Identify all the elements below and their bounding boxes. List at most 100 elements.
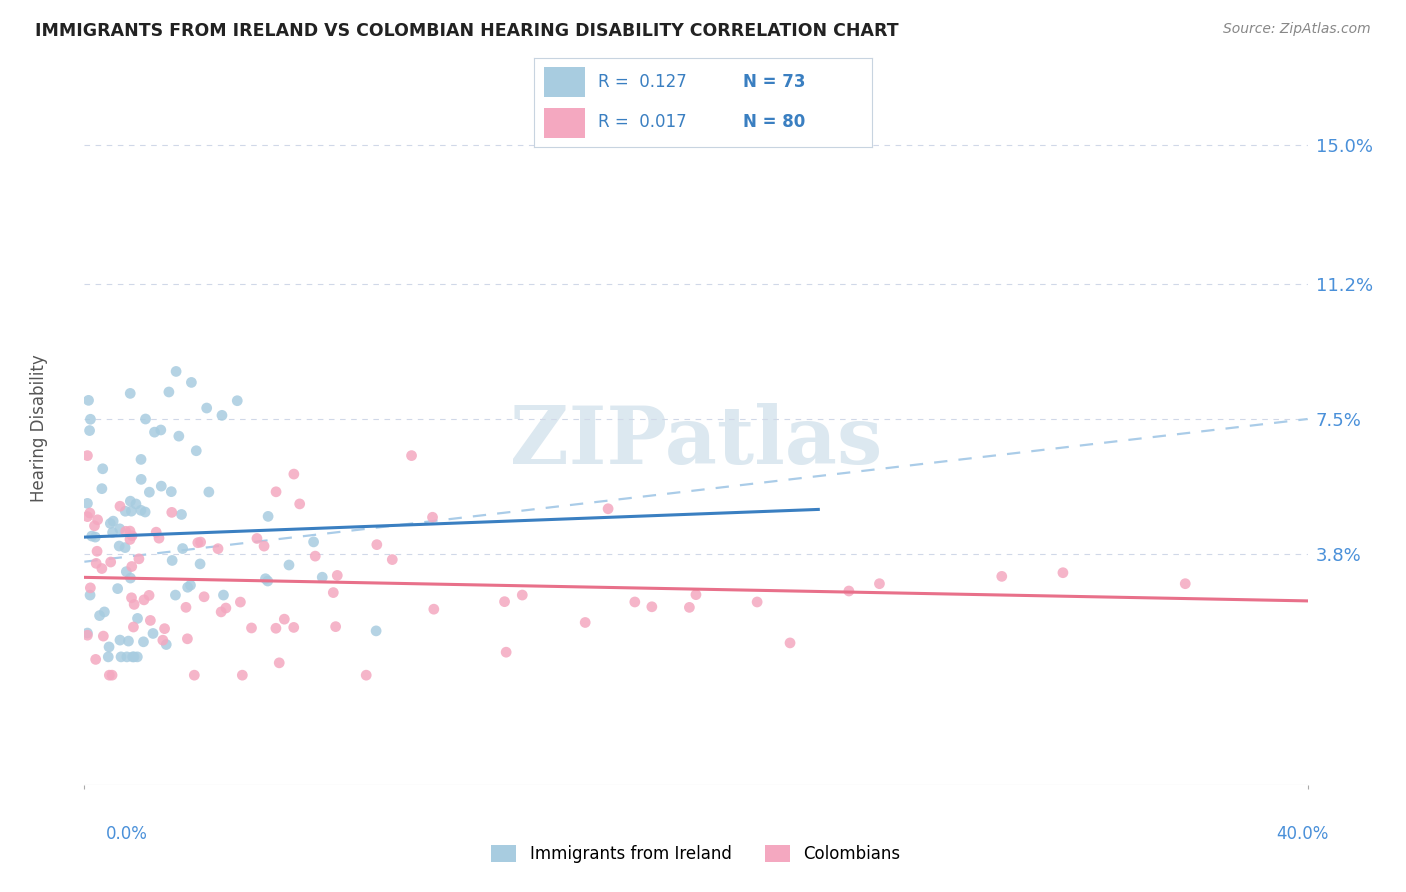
Point xyxy=(121,591,143,605)
Point xyxy=(79,581,101,595)
Point xyxy=(510,588,533,602)
Point xyxy=(264,621,287,635)
Point xyxy=(207,541,229,556)
Point xyxy=(150,479,173,493)
Point xyxy=(190,535,212,549)
Point xyxy=(129,472,152,486)
Point xyxy=(495,645,517,659)
Point xyxy=(93,605,115,619)
Point xyxy=(152,633,174,648)
Point xyxy=(129,452,152,467)
Point xyxy=(381,552,404,566)
Point xyxy=(139,614,162,628)
Point xyxy=(101,525,124,540)
Point xyxy=(114,524,136,539)
Point xyxy=(76,509,98,524)
Point xyxy=(122,598,145,612)
Point xyxy=(107,582,129,596)
Text: R =  0.127: R = 0.127 xyxy=(599,73,688,91)
Point xyxy=(115,649,138,664)
Point xyxy=(129,503,152,517)
Point xyxy=(283,620,305,634)
Point xyxy=(747,595,769,609)
Point xyxy=(1174,576,1197,591)
Point xyxy=(100,555,122,569)
Point xyxy=(641,599,664,614)
Point xyxy=(179,578,201,592)
Point xyxy=(254,572,277,586)
Point xyxy=(114,504,136,518)
Point xyxy=(138,485,160,500)
Point xyxy=(264,484,287,499)
Point xyxy=(288,497,311,511)
Point xyxy=(186,443,208,458)
Legend: Immigrants from Ireland, Colombians: Immigrants from Ireland, Colombians xyxy=(485,838,907,870)
Point xyxy=(98,668,121,682)
Point xyxy=(120,504,142,518)
Point xyxy=(231,668,253,682)
Point xyxy=(101,668,124,682)
Point xyxy=(172,541,194,556)
Point xyxy=(188,557,211,571)
Point xyxy=(90,561,112,575)
Point xyxy=(80,529,103,543)
Point xyxy=(253,539,276,553)
Point xyxy=(77,393,100,408)
Point xyxy=(366,538,388,552)
Point xyxy=(90,482,112,496)
Point xyxy=(302,535,325,549)
Point xyxy=(84,557,107,571)
Point xyxy=(678,600,700,615)
Point xyxy=(283,467,305,481)
Point xyxy=(86,513,108,527)
Point xyxy=(422,510,444,524)
Point xyxy=(304,549,326,563)
Point xyxy=(322,585,344,599)
Point xyxy=(135,412,157,426)
Point xyxy=(574,615,596,630)
Point xyxy=(401,449,423,463)
Point xyxy=(311,570,333,584)
Point xyxy=(165,364,187,378)
Text: N = 80: N = 80 xyxy=(744,113,806,131)
Point xyxy=(779,636,801,650)
Point xyxy=(229,595,252,609)
Point xyxy=(115,565,138,579)
Text: 0.0%: 0.0% xyxy=(105,825,148,843)
Point xyxy=(122,649,145,664)
Point xyxy=(167,429,190,443)
Point xyxy=(273,612,295,626)
Point xyxy=(84,530,107,544)
Point xyxy=(838,584,860,599)
Point xyxy=(198,485,221,500)
Point xyxy=(1052,566,1074,580)
Point xyxy=(423,602,446,616)
Point xyxy=(83,518,105,533)
Point xyxy=(127,649,149,664)
Point xyxy=(183,668,205,682)
Point xyxy=(155,638,177,652)
Point xyxy=(869,576,891,591)
Point xyxy=(257,509,280,524)
Point xyxy=(134,505,156,519)
Point xyxy=(246,532,269,546)
Point xyxy=(114,541,136,555)
Point xyxy=(366,624,388,638)
Point xyxy=(685,588,707,602)
Point xyxy=(76,628,98,642)
Point xyxy=(121,529,143,543)
Point xyxy=(79,506,101,520)
Point xyxy=(160,553,183,567)
Point xyxy=(132,592,155,607)
Point xyxy=(97,649,120,664)
Point xyxy=(120,571,142,585)
Point xyxy=(91,462,114,476)
Point xyxy=(121,559,143,574)
Point xyxy=(110,649,132,664)
Point xyxy=(212,588,235,602)
Point xyxy=(117,634,139,648)
Point xyxy=(187,535,209,549)
Point xyxy=(326,568,349,582)
Point xyxy=(127,611,149,625)
Point xyxy=(209,605,232,619)
